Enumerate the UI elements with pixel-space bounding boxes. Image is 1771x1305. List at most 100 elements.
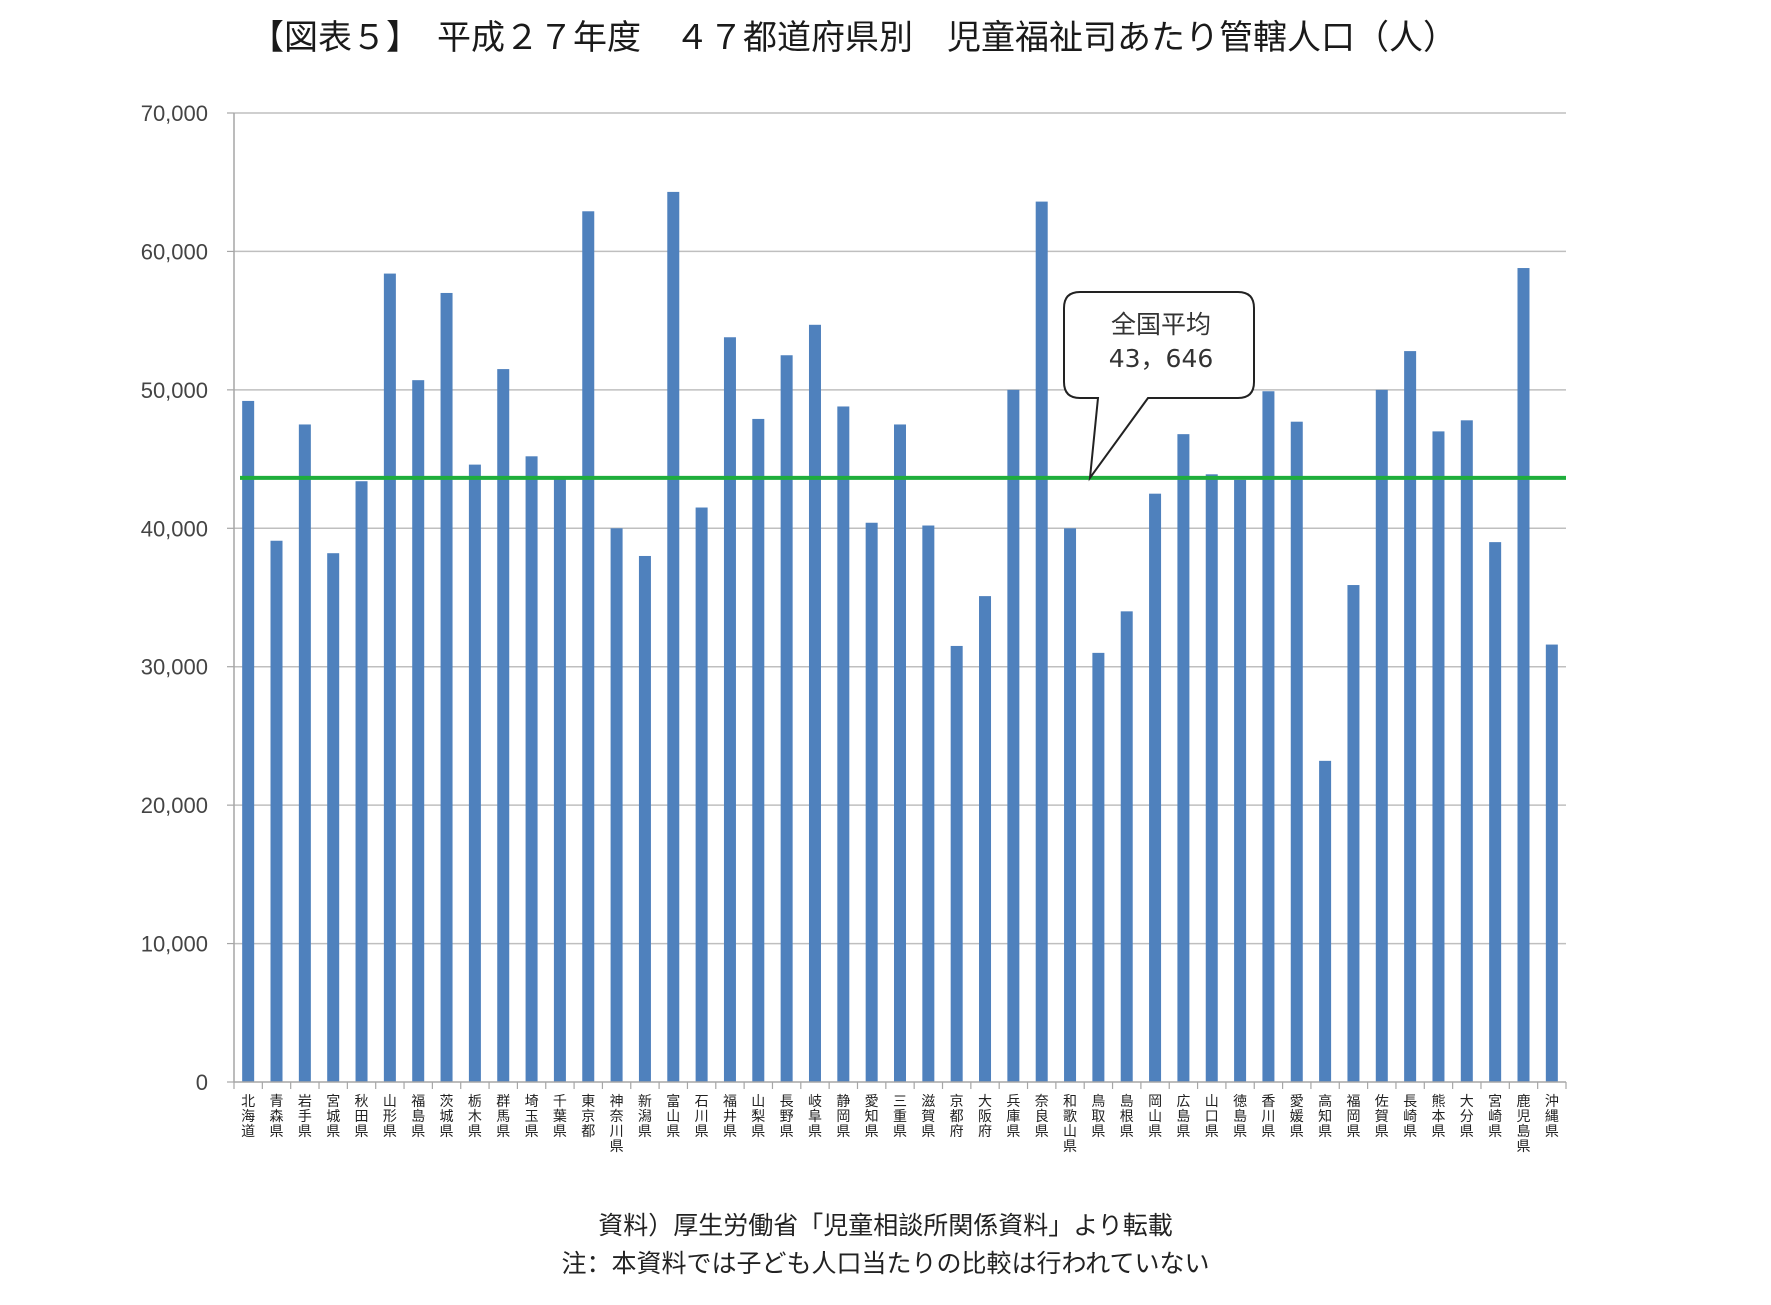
bar bbox=[1007, 389, 1020, 1082]
bars bbox=[242, 191, 1558, 1083]
x-tick-label: 青森県 bbox=[270, 1094, 284, 1140]
x-tick-label: 茨城県 bbox=[440, 1094, 454, 1140]
y-tick-label: 40,000 bbox=[141, 516, 208, 541]
x-tick-label: 三重県 bbox=[893, 1094, 907, 1140]
y-tick-label: 10,000 bbox=[141, 932, 208, 957]
bar bbox=[1545, 644, 1558, 1082]
bar bbox=[1517, 268, 1530, 1082]
bar bbox=[355, 481, 368, 1083]
chart-title: 【図表５】 平成２７年度 ４７都道府県別 児童福祉司あたり管轄人口（人） bbox=[250, 18, 1457, 58]
x-tick-label: 香川県 bbox=[1261, 1094, 1275, 1140]
x-tick-label: 秋田県 bbox=[355, 1094, 369, 1140]
bar bbox=[667, 191, 680, 1082]
bar bbox=[242, 400, 255, 1083]
bar bbox=[553, 478, 566, 1082]
x-tick-label: 東京都 bbox=[581, 1094, 595, 1140]
x-tick-label: 福井県 bbox=[723, 1094, 737, 1140]
axes bbox=[227, 112, 1567, 1089]
x-tick-label: 熊本県 bbox=[1431, 1094, 1445, 1140]
bar bbox=[610, 528, 623, 1082]
x-tick-label: 千葉県 bbox=[553, 1094, 567, 1140]
bar bbox=[412, 380, 425, 1083]
bar bbox=[723, 337, 736, 1082]
footnote: 注：本資料では子ども人口当たりの比較は行われていない bbox=[561, 1249, 1210, 1278]
callout-bubble bbox=[1063, 291, 1255, 482]
bar bbox=[525, 456, 538, 1082]
source-note: 資料）厚生労働省「児童相談所関係資料」より転載 bbox=[598, 1211, 1173, 1240]
bar bbox=[865, 522, 878, 1082]
bar bbox=[1234, 479, 1247, 1083]
bar bbox=[1262, 391, 1275, 1082]
x-tick-label: 沖縄県 bbox=[1545, 1094, 1559, 1140]
bar bbox=[1290, 421, 1303, 1083]
x-tick-label: 宮城県 bbox=[326, 1094, 340, 1140]
bar bbox=[1319, 760, 1332, 1082]
x-tick-label: 長崎県 bbox=[1403, 1094, 1417, 1140]
bar bbox=[695, 507, 708, 1082]
x-tick-label: 石川県 bbox=[695, 1094, 709, 1140]
y-tick-label: 70,000 bbox=[141, 101, 208, 126]
y-tick-label: 30,000 bbox=[141, 655, 208, 680]
x-tick-label: 宮崎県 bbox=[1488, 1094, 1502, 1140]
x-tick-label: 佐賀県 bbox=[1375, 1094, 1389, 1140]
x-tick-label: 鳥取県 bbox=[1091, 1094, 1105, 1140]
x-tick-label: 山形県 bbox=[383, 1094, 397, 1140]
bar bbox=[1035, 201, 1048, 1082]
y-tick-label: 0 bbox=[196, 1070, 208, 1095]
bar bbox=[1064, 528, 1077, 1082]
bar bbox=[1489, 542, 1502, 1082]
y-tick-label: 50,000 bbox=[141, 378, 208, 403]
x-tick-label: 山梨県 bbox=[751, 1094, 765, 1140]
x-tick-label: 岐阜県 bbox=[808, 1094, 822, 1140]
bar bbox=[638, 555, 651, 1082]
x-tick-label: 群馬県 bbox=[496, 1094, 510, 1140]
x-tick-label: 広島県 bbox=[1176, 1094, 1190, 1140]
bar bbox=[270, 540, 283, 1082]
x-tick-label: 大阪府 bbox=[978, 1094, 992, 1140]
x-tick-label: 兵庫県 bbox=[1006, 1094, 1020, 1140]
x-tick-label: 神奈川県 bbox=[610, 1094, 624, 1155]
bar bbox=[1375, 389, 1388, 1082]
x-tick-label: 京都府 bbox=[950, 1094, 964, 1140]
x-tick-label: 静岡県 bbox=[836, 1094, 850, 1140]
y-axis-ticks: 0 10,000 20,000 30,000 40,000 50,000 60,000 70,… bbox=[141, 101, 208, 1095]
callout-value: 43，646 bbox=[1109, 344, 1214, 373]
bar bbox=[1092, 652, 1105, 1082]
bar bbox=[327, 553, 340, 1082]
x-tick-label: 大分県 bbox=[1460, 1094, 1474, 1140]
x-tick-label: 岩手県 bbox=[298, 1094, 312, 1140]
bar bbox=[808, 324, 821, 1082]
bar bbox=[752, 418, 765, 1083]
x-tick-label: 鹿児島県 bbox=[1516, 1093, 1530, 1155]
bar bbox=[1432, 431, 1445, 1082]
x-tick-label: 福岡県 bbox=[1346, 1094, 1360, 1140]
y-tick-label: 20,000 bbox=[141, 793, 208, 818]
bar bbox=[1149, 493, 1162, 1082]
x-tick-label: 福島県 bbox=[411, 1094, 425, 1140]
bar bbox=[1120, 611, 1133, 1082]
bar bbox=[383, 273, 396, 1082]
bar bbox=[468, 464, 481, 1082]
x-tick-label: 埼玉県 bbox=[525, 1094, 539, 1140]
bar bbox=[894, 424, 906, 1082]
x-tick-label: 奈良県 bbox=[1035, 1094, 1049, 1140]
bar bbox=[922, 525, 935, 1082]
bar bbox=[497, 369, 510, 1082]
y-tick-label: 60,000 bbox=[141, 239, 208, 264]
bar bbox=[1460, 420, 1473, 1083]
bar-chart: 0 10,000 20,000 30,000 40,000 50,000 60,000 70,… bbox=[141, 101, 1567, 1155]
bar bbox=[440, 292, 453, 1082]
bar bbox=[979, 596, 992, 1082]
average-callout: 全国平均 43，646 bbox=[1063, 291, 1255, 482]
bar bbox=[1205, 474, 1218, 1082]
x-tick-label: 新潟県 bbox=[638, 1094, 652, 1140]
x-tick-label: 島根県 bbox=[1120, 1094, 1134, 1140]
callout-label: 全国平均 bbox=[1111, 310, 1211, 339]
x-tick-label: 栃木県 bbox=[468, 1094, 482, 1140]
x-tick-label: 愛媛県 bbox=[1290, 1094, 1304, 1140]
bar bbox=[1404, 351, 1417, 1082]
bar bbox=[950, 645, 963, 1082]
x-tick-label: 和歌山県 bbox=[1063, 1094, 1077, 1155]
bar bbox=[1177, 434, 1190, 1082]
